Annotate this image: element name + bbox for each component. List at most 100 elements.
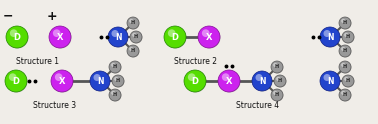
Circle shape <box>184 71 206 93</box>
Circle shape <box>339 89 351 101</box>
Circle shape <box>108 28 129 47</box>
Text: D: D <box>14 32 20 42</box>
Circle shape <box>218 70 240 92</box>
Circle shape <box>129 47 133 51</box>
Text: Structure 1: Structure 1 <box>17 58 59 66</box>
Circle shape <box>10 29 17 37</box>
Circle shape <box>108 27 128 47</box>
Text: N: N <box>327 32 333 42</box>
Circle shape <box>339 90 352 102</box>
Circle shape <box>184 70 206 92</box>
Text: H: H <box>113 64 117 69</box>
Text: N: N <box>97 77 103 86</box>
Circle shape <box>168 29 175 37</box>
Circle shape <box>127 45 139 57</box>
Circle shape <box>198 27 220 48</box>
Circle shape <box>256 74 262 81</box>
Text: H: H <box>343 93 347 97</box>
Circle shape <box>222 73 229 81</box>
Circle shape <box>109 61 121 73</box>
Circle shape <box>271 90 284 102</box>
Text: H: H <box>278 78 282 83</box>
Circle shape <box>339 61 351 73</box>
Circle shape <box>55 73 62 81</box>
Circle shape <box>271 62 284 74</box>
Text: H: H <box>343 20 347 26</box>
Circle shape <box>341 63 345 67</box>
Circle shape <box>342 31 355 44</box>
Text: H: H <box>116 78 120 83</box>
Circle shape <box>113 76 124 88</box>
Circle shape <box>110 62 121 74</box>
Circle shape <box>324 74 330 81</box>
Circle shape <box>90 72 110 92</box>
Circle shape <box>6 27 28 48</box>
Circle shape <box>202 29 209 37</box>
Circle shape <box>320 27 340 47</box>
Circle shape <box>273 91 277 95</box>
Text: H: H <box>346 78 350 83</box>
Text: +: + <box>47 10 57 22</box>
Circle shape <box>341 47 345 51</box>
Circle shape <box>5 70 27 92</box>
Circle shape <box>111 91 115 95</box>
Circle shape <box>344 33 348 37</box>
Text: N: N <box>115 32 121 42</box>
Circle shape <box>276 77 280 81</box>
Text: H: H <box>346 34 350 40</box>
Circle shape <box>218 71 240 93</box>
Circle shape <box>50 27 71 48</box>
Circle shape <box>129 19 133 23</box>
Text: H: H <box>113 93 117 97</box>
Circle shape <box>132 33 136 37</box>
Text: −: − <box>3 10 13 22</box>
Circle shape <box>342 31 354 43</box>
Circle shape <box>271 89 283 101</box>
Text: X: X <box>57 32 63 42</box>
Circle shape <box>274 75 286 87</box>
Circle shape <box>112 75 124 87</box>
Circle shape <box>164 26 186 48</box>
Text: X: X <box>206 32 212 42</box>
Circle shape <box>321 28 341 47</box>
Circle shape <box>339 45 351 57</box>
Text: N: N <box>259 77 265 86</box>
Circle shape <box>320 71 340 91</box>
Text: D: D <box>12 77 20 86</box>
Circle shape <box>188 73 195 81</box>
Circle shape <box>339 17 351 29</box>
Text: N: N <box>327 77 333 86</box>
Circle shape <box>51 70 73 92</box>
Circle shape <box>252 71 272 91</box>
Circle shape <box>49 26 71 48</box>
Text: H: H <box>275 93 279 97</box>
Circle shape <box>198 26 220 48</box>
Text: Structure 2: Structure 2 <box>174 58 217 66</box>
Text: H: H <box>275 64 279 69</box>
Text: H: H <box>131 20 135 26</box>
Circle shape <box>51 71 73 93</box>
Text: X: X <box>226 77 232 86</box>
Circle shape <box>109 89 121 101</box>
Circle shape <box>6 26 28 48</box>
Circle shape <box>321 72 341 92</box>
Circle shape <box>111 63 115 67</box>
Circle shape <box>339 62 352 74</box>
Circle shape <box>114 77 118 81</box>
Circle shape <box>339 17 352 30</box>
Circle shape <box>341 91 345 95</box>
Circle shape <box>130 31 143 44</box>
Text: D: D <box>192 77 198 86</box>
Circle shape <box>6 71 28 93</box>
Circle shape <box>93 74 101 81</box>
Circle shape <box>273 63 277 67</box>
Circle shape <box>342 75 354 87</box>
Circle shape <box>342 76 355 88</box>
Circle shape <box>127 17 139 29</box>
Circle shape <box>112 30 118 37</box>
Circle shape <box>274 76 287 88</box>
Circle shape <box>9 73 17 81</box>
Circle shape <box>339 46 352 58</box>
Circle shape <box>110 90 121 102</box>
Circle shape <box>324 30 330 37</box>
